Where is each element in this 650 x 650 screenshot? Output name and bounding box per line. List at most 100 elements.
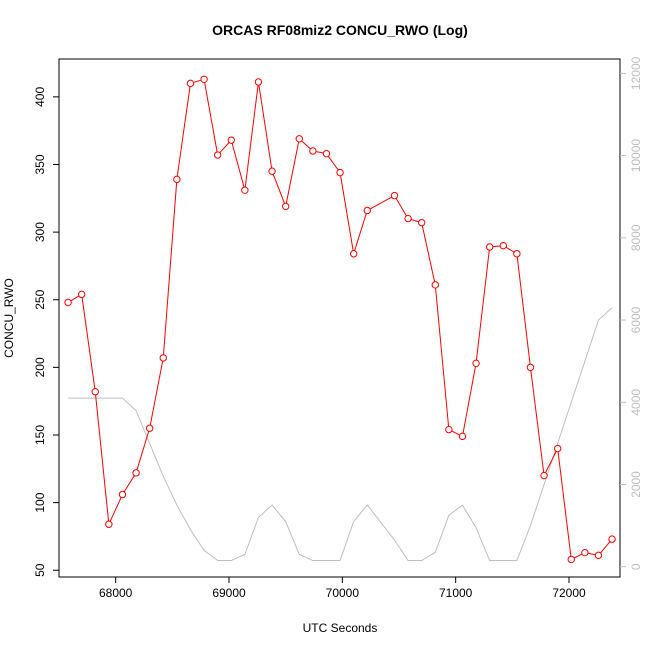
- data-point: [445, 425, 453, 434]
- y-tick-label: 150: [33, 425, 47, 445]
- data-point: [254, 78, 263, 86]
- data-point: [567, 555, 575, 564]
- data-point: [241, 186, 249, 194]
- primary-series-segment: [81, 297, 96, 389]
- primary-series-segment: [421, 225, 436, 282]
- primary-series-segment: [285, 141, 300, 204]
- primary-series-segment: [475, 250, 490, 361]
- chart-title: ORCAS RF08miz2 CONCU_RWO (Log): [212, 22, 468, 38]
- primary-series-segment: [95, 394, 110, 522]
- x-tick-label: 70000: [326, 586, 360, 600]
- y2-tick-label: 8000: [629, 224, 643, 251]
- y-tick-label: 300: [33, 222, 47, 242]
- data-point: [227, 136, 235, 144]
- y-tick-label: 250: [33, 289, 47, 309]
- primary-series-segment: [545, 451, 557, 473]
- primary-series-segment: [176, 86, 191, 177]
- data-point: [186, 79, 195, 88]
- x-tick-label: 72000: [552, 586, 586, 600]
- data-point: [349, 250, 358, 258]
- data-point: [458, 432, 467, 441]
- primary-series-segment: [369, 196, 392, 210]
- data-point: [581, 548, 589, 557]
- data-point: [336, 168, 344, 177]
- primary-series-segment: [327, 155, 339, 171]
- data-point: [105, 520, 113, 528]
- primary-series-segment: [244, 85, 259, 188]
- primary-series-segment: [516, 256, 531, 365]
- primary-series-segment: [231, 143, 245, 188]
- y2-tick-label: 6000: [629, 306, 643, 333]
- y-tick-label: 350: [33, 154, 47, 174]
- y-tick-label: 100: [33, 492, 47, 512]
- data-point: [417, 218, 426, 227]
- primary-series-segment: [70, 295, 80, 302]
- data-point: [553, 444, 562, 453]
- data-point: [159, 354, 167, 362]
- primary-series-segment: [573, 553, 583, 559]
- data-point: [213, 151, 222, 159]
- data-point: [173, 175, 181, 184]
- y-axis-right: 0 2000 4000 6000 8000 10000 12000: [620, 56, 643, 570]
- y2-tick-label: 10000: [629, 139, 643, 173]
- primary-series-segment: [600, 541, 611, 554]
- data-point: [200, 75, 208, 83]
- y-axis-left: 50 100 150 200 250 300 350 400: [33, 87, 59, 577]
- data-point: [472, 359, 480, 368]
- x-tick-label: 69000: [212, 586, 246, 600]
- primary-series-segment: [315, 151, 324, 154]
- primary-series-segment: [136, 431, 150, 470]
- primary-series-segment: [395, 198, 407, 217]
- primary-series-segment: [149, 360, 164, 426]
- primary-series-segment: [163, 182, 178, 355]
- plot-frame: [58, 58, 621, 578]
- y-tick-label: 200: [33, 357, 47, 377]
- primary-series-segment: [530, 370, 545, 473]
- primary-series-segment: [193, 79, 202, 83]
- data-point: [145, 424, 154, 432]
- primary-series-layer: [64, 75, 616, 564]
- secondary-series-layer: [68, 307, 613, 562]
- y2-tick-label: 12000: [629, 56, 643, 90]
- primary-series-segment: [301, 140, 311, 150]
- primary-series-segment: [340, 175, 354, 251]
- primary-series-segment: [462, 366, 476, 434]
- data-point: [594, 551, 603, 560]
- data-point: [295, 135, 303, 143]
- y2-tick-label: 0: [629, 563, 643, 570]
- data-point: [322, 149, 331, 158]
- data-point: [499, 241, 507, 250]
- data-point: [513, 250, 521, 258]
- data-point: [363, 206, 371, 215]
- primary-series-segment: [587, 552, 596, 556]
- data-point: [268, 167, 276, 175]
- data-point: [608, 535, 616, 543]
- data-point: [77, 290, 86, 299]
- y-tick-label: 50: [33, 563, 47, 577]
- data-point: [526, 363, 535, 372]
- primary-series-segment: [451, 430, 460, 436]
- y-axis-label: CONCU_RWO: [2, 278, 16, 358]
- primary-series-segment: [258, 85, 273, 169]
- data-point: [281, 202, 290, 211]
- data-point: [404, 214, 412, 223]
- y2-tick-label: 2000: [629, 471, 643, 498]
- data-point: [118, 490, 127, 499]
- primary-series-segment: [219, 142, 230, 154]
- x-tick-label: 71000: [439, 586, 473, 600]
- plot-area: [64, 75, 616, 564]
- primary-series-segment: [410, 219, 419, 223]
- primary-series-segment: [492, 245, 501, 248]
- data-point: [390, 191, 399, 200]
- data-point: [64, 298, 72, 307]
- data-point: [431, 281, 439, 289]
- data-point: [91, 388, 99, 396]
- primary-series-segment: [354, 213, 367, 251]
- data-point: [132, 469, 140, 477]
- secondary-series-line: [68, 307, 613, 562]
- primary-series-segment: [123, 475, 135, 493]
- primary-series-segment: [505, 246, 515, 253]
- x-tick-label: 68000: [99, 586, 133, 600]
- data-point: [540, 471, 548, 480]
